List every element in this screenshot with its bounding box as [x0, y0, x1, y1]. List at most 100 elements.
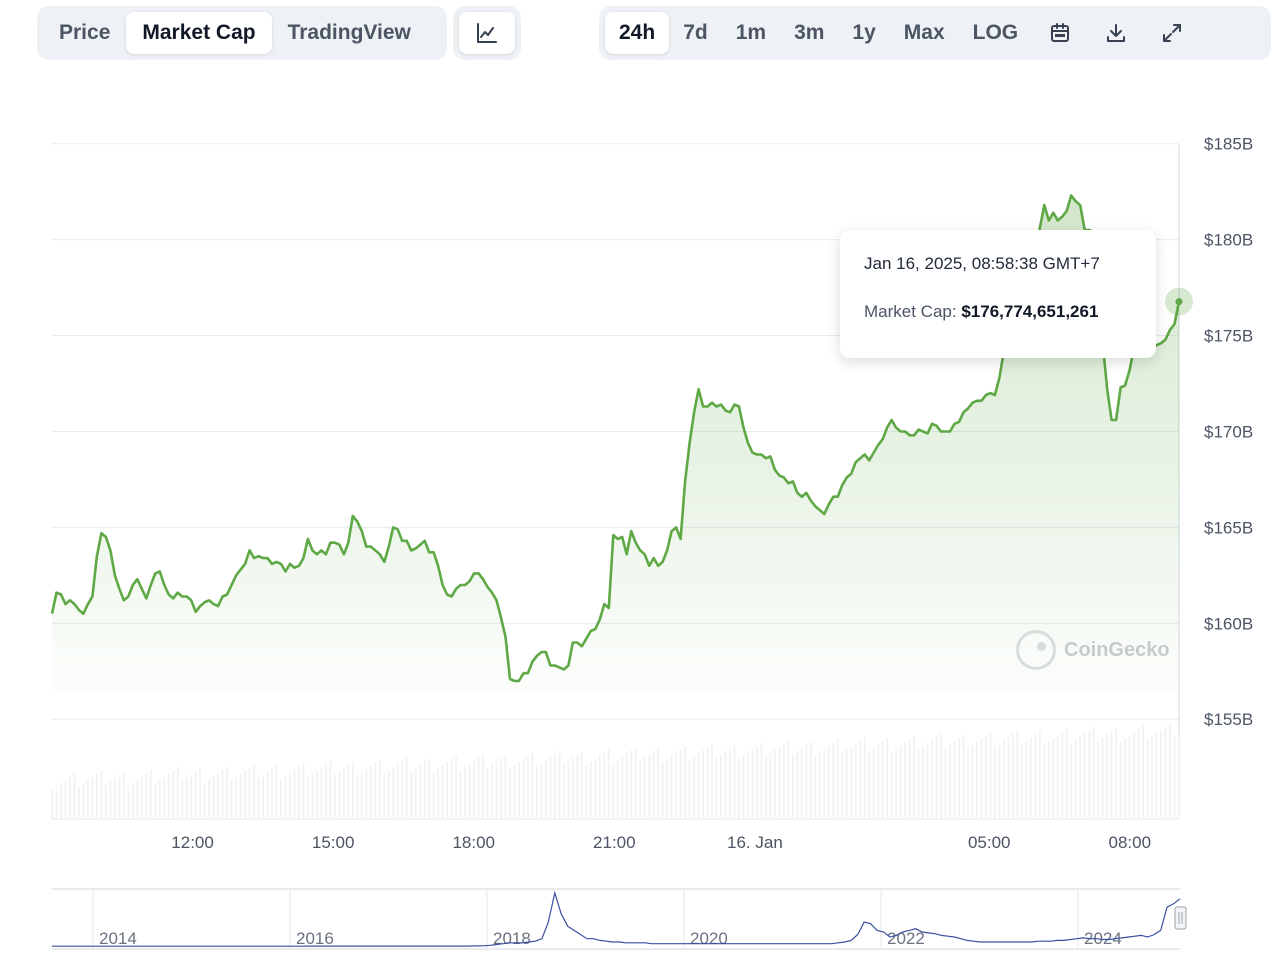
volume-bar	[464, 766, 467, 819]
volume-bar	[64, 779, 67, 819]
range-max-button[interactable]: Max	[903, 21, 945, 44]
volume-bar	[217, 772, 220, 819]
y-tick-label: $160B	[1204, 614, 1253, 633]
volume-bar	[100, 770, 103, 819]
expand-button[interactable]	[1144, 12, 1200, 54]
volume-bar	[639, 761, 642, 819]
volume-bar	[949, 744, 952, 819]
volume-bar	[791, 754, 794, 819]
volume-bar	[576, 754, 579, 819]
navigator-handle[interactable]	[1174, 906, 1187, 930]
volume-bar	[935, 736, 938, 819]
volume-bar	[549, 756, 552, 819]
x-tick-label: 12:00	[171, 833, 214, 852]
volume-bar	[827, 745, 830, 819]
volume-bar	[957, 737, 960, 819]
volume-bar	[733, 744, 736, 819]
volume-bar	[1079, 736, 1082, 819]
volume-bar	[1011, 733, 1014, 819]
line-chart-button[interactable]	[459, 12, 515, 54]
volume-bar	[212, 775, 215, 819]
y-tick-label: $175B	[1204, 327, 1253, 346]
line-chart-icon	[477, 23, 497, 43]
y-axis: $185B $180B $175B $170B $165B $160B $155B	[1204, 135, 1253, 730]
coingecko-watermark: CoinGecko	[1016, 630, 1170, 670]
volume-bar	[643, 757, 646, 819]
volume-bar	[51, 789, 53, 819]
tab-price[interactable]: Price	[59, 21, 111, 44]
volume-bar	[922, 746, 925, 819]
volume-bar	[374, 762, 377, 819]
volume-bar	[306, 776, 309, 819]
calendar-icon	[1051, 23, 1070, 42]
volume-bar	[962, 734, 965, 819]
volume-bar	[262, 774, 265, 819]
hover-point	[1175, 298, 1183, 306]
volume-bar	[432, 772, 435, 819]
volume-bar	[1169, 723, 1172, 819]
volume-bar	[760, 742, 763, 819]
volume-bar	[172, 770, 175, 819]
volume-bar	[675, 752, 678, 819]
volume-bar	[652, 751, 655, 819]
volume-bar	[854, 743, 857, 819]
volume-bar	[1160, 729, 1163, 819]
volume-bar	[324, 763, 327, 819]
volume-bar	[724, 751, 727, 819]
volume-bar	[697, 753, 700, 819]
tab-market-cap[interactable]: Market Cap	[126, 12, 272, 54]
volume-bar	[571, 757, 574, 819]
navigator-line	[52, 890, 1181, 947]
volume-bar	[1106, 734, 1109, 819]
volume-bars	[51, 723, 1180, 819]
volume-bar	[769, 753, 772, 819]
volume-bar	[562, 764, 565, 819]
range-3m-button[interactable]: 3m	[794, 21, 825, 44]
volume-bar	[648, 754, 651, 819]
time-navigator[interactable]: 2014 2016 2018 2020 2022 2024	[52, 888, 1187, 950]
calendar-button[interactable]	[1032, 12, 1088, 54]
x-tick-label: 21:00	[593, 833, 636, 852]
volume-bar	[185, 778, 188, 819]
volume-bar	[239, 773, 242, 819]
volume-bar	[1155, 733, 1158, 819]
range-1m-button[interactable]: 1m	[735, 21, 767, 44]
volume-bar	[1070, 742, 1073, 819]
volume-bar	[764, 756, 767, 819]
volume-bar	[378, 759, 381, 819]
volume-bar	[782, 743, 785, 819]
volume-bar	[271, 768, 274, 819]
volume-bar	[1137, 728, 1140, 819]
range-1y-button[interactable]: 1y	[852, 21, 876, 44]
volume-bar	[167, 773, 170, 819]
volume-bar	[149, 769, 152, 819]
volume-bar	[746, 752, 749, 819]
volume-bar	[122, 771, 125, 819]
log-scale-button[interactable]: LOG	[972, 21, 1019, 44]
volume-bar	[895, 748, 898, 819]
volume-bar	[737, 758, 740, 819]
volume-bar	[199, 768, 202, 819]
volume-bar	[482, 753, 485, 819]
volume-bar	[248, 767, 251, 819]
volume-bar	[625, 753, 628, 819]
volume-bar	[693, 756, 696, 819]
volume-bar	[1178, 734, 1180, 819]
volume-bar	[598, 755, 601, 819]
navigator-year-label: 2024	[1084, 929, 1122, 948]
download-button[interactable]	[1088, 12, 1144, 54]
volume-bar	[526, 755, 529, 819]
volume-bar	[975, 742, 978, 819]
volume-bar	[913, 735, 916, 819]
volume-bar	[279, 778, 282, 819]
range-24h-button[interactable]: 24h	[605, 12, 670, 54]
range-7d-button[interactable]: 7d	[683, 21, 708, 44]
tab-tradingview[interactable]: TradingView	[287, 21, 411, 44]
volume-bar	[1002, 739, 1005, 819]
volume-bar	[68, 776, 71, 819]
volume-bar	[423, 761, 426, 819]
volume-bar	[95, 774, 98, 819]
volume-bar	[800, 747, 803, 819]
volume-bar	[405, 757, 408, 819]
